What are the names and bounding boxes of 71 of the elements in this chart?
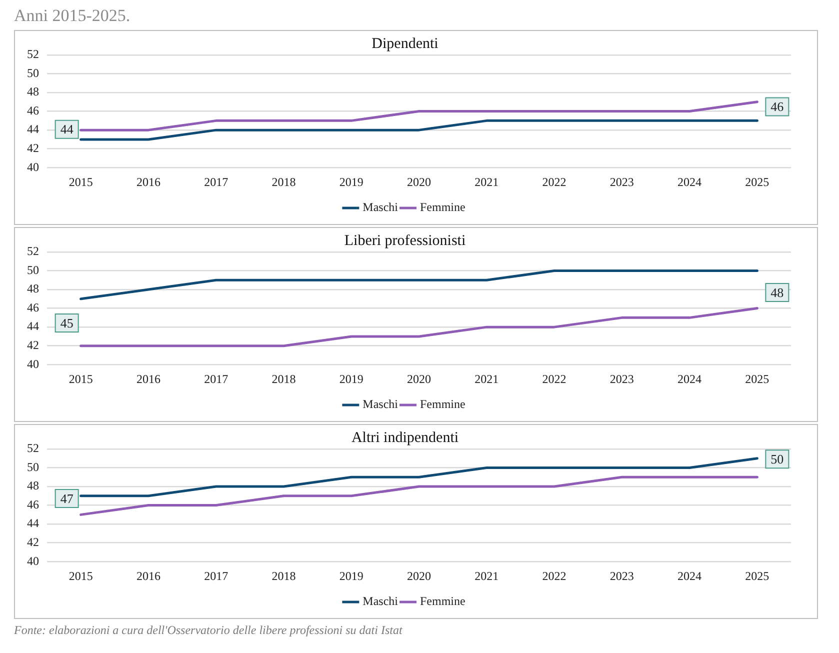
chart-title: Liberi professionisti — [344, 232, 466, 249]
y-tick-label: 44 — [27, 319, 39, 334]
y-tick-label: 48 — [27, 84, 39, 99]
y-tick-label: 40 — [27, 356, 39, 371]
x-tick-label: 2020 — [407, 174, 431, 189]
y-tick-label: 52 — [27, 47, 39, 62]
x-tick-label: 2022 — [542, 174, 566, 189]
x-tick-label: 2016 — [136, 372, 160, 386]
y-tick-label: 50 — [27, 262, 39, 277]
legend-label: Maschi — [362, 200, 399, 214]
y-tick-label: 40 — [27, 554, 39, 568]
x-tick-label: 2024 — [678, 174, 702, 189]
y-tick-label: 46 — [27, 300, 39, 314]
x-tick-label: 2017 — [204, 372, 228, 386]
x-tick-label: 2015 — [68, 174, 93, 189]
legend-label: Maschi — [362, 594, 399, 608]
y-tick-label: 42 — [27, 140, 39, 155]
x-tick-label: 2023 — [610, 568, 634, 583]
y-tick-label: 44 — [27, 516, 39, 530]
x-tick-label: 2017 — [204, 568, 228, 583]
x-tick-label: 2019 — [339, 568, 364, 583]
legend-label: Femmine — [420, 200, 466, 214]
y-tick-label: 52 — [27, 441, 39, 456]
x-tick-label: 2021 — [474, 568, 499, 583]
x-tick-label: 2023 — [610, 174, 634, 189]
x-tick-label: 2024 — [678, 568, 702, 583]
y-tick-label: 40 — [27, 160, 39, 174]
chart-title: Dipendenti — [372, 36, 438, 52]
x-tick-label: 2015 — [68, 568, 93, 583]
x-tick-label: 2019 — [339, 372, 364, 386]
x-tick-label: 2021 — [474, 372, 499, 386]
legend-label: Maschi — [362, 397, 399, 412]
y-tick-label: 50 — [27, 66, 39, 80]
y-tick-label: 42 — [27, 534, 39, 549]
text: Anni 2015-2025. — [14, 6, 132, 27]
x-tick-label: 2025 — [745, 372, 770, 386]
x-tick-label: 2021 — [474, 174, 499, 189]
x-tick-label: 2025 — [745, 174, 770, 189]
chart-title: Altri indipendenti — [351, 430, 459, 446]
legend-label: Femmine — [420, 397, 466, 412]
x-tick-label: 2015 — [68, 372, 93, 386]
source-note: Fonte: elaborazioni a cura dell'Osservatorio delle libere professioni su dati Istat — [14, 623, 404, 638]
y-tick-label: 44 — [27, 122, 39, 136]
annotation: 44 — [60, 122, 74, 137]
x-tick-label: 2016 — [136, 568, 160, 583]
x-tick-label: 2018 — [272, 174, 296, 189]
annotation: 47 — [60, 490, 74, 506]
x-tick-label: 2020 — [407, 372, 431, 386]
annotation: 50 — [770, 452, 784, 467]
legend-label: Femmine — [420, 594, 466, 608]
x-tick-label: 2018 — [272, 372, 296, 386]
x-tick-label: 2022 — [542, 372, 566, 386]
y-tick-label: 52 — [27, 244, 39, 258]
y-tick-label: 50 — [27, 460, 39, 474]
annotation: 48 — [770, 284, 784, 300]
x-tick-label: 2024 — [678, 372, 702, 386]
x-tick-label: 2020 — [407, 568, 431, 583]
x-tick-label: 2022 — [542, 568, 566, 583]
y-tick-label: 46 — [27, 103, 39, 118]
x-tick-label: 2023 — [610, 372, 634, 386]
x-tick-label: 2017 — [204, 174, 228, 189]
annotation: 46 — [770, 99, 784, 114]
y-tick-label: 48 — [27, 478, 39, 493]
x-tick-label: 2018 — [272, 568, 296, 583]
x-tick-label: 2016 — [136, 174, 160, 189]
x-tick-label: 2019 — [339, 174, 364, 189]
y-tick-label: 48 — [27, 282, 39, 296]
x-tick-label: 2025 — [745, 568, 770, 583]
annotation: 45 — [60, 315, 74, 330]
y-tick-label: 46 — [27, 497, 39, 512]
y-tick-label: 42 — [27, 338, 39, 352]
